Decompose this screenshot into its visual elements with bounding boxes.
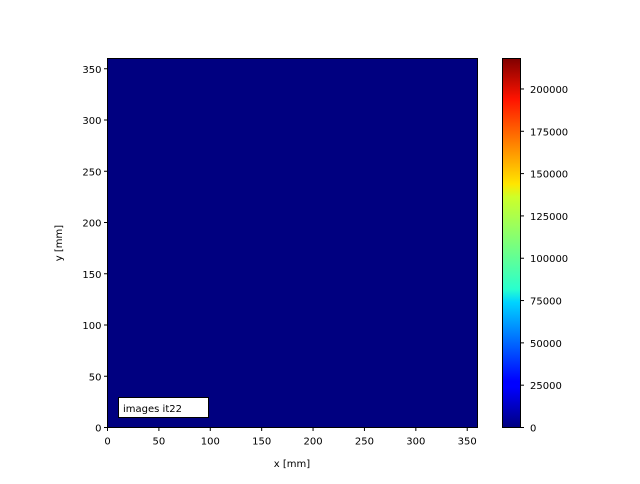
y-tick-label: 50 <box>89 372 102 383</box>
y-axis: 0 50 100 150 200 250 300 350 <box>82 65 108 435</box>
x-tick-label: 300 <box>406 437 425 448</box>
y-tick-label: 100 <box>82 321 101 332</box>
x-tick-label: 200 <box>304 437 323 448</box>
colorbar-tick-label: 200000 <box>530 85 568 96</box>
x-tick-label: 0 <box>104 437 110 448</box>
y-tick-label: 350 <box>82 65 101 76</box>
colorbar-tick-label: 150000 <box>530 170 568 181</box>
colorbar-tick-label: 75000 <box>530 297 562 308</box>
x-tick-label: 50 <box>153 437 166 448</box>
x-tick-label: 250 <box>355 437 374 448</box>
annotation-box: images it22 <box>118 397 209 418</box>
y-tick-label: 300 <box>82 116 101 127</box>
colorbar <box>502 58 521 428</box>
colorbar-tick-label: 25000 <box>530 381 562 392</box>
y-tick-label: 200 <box>82 219 101 230</box>
x-axis: 0 50 100 150 200 250 300 350 <box>104 427 477 448</box>
x-axis-label: x [mm] <box>274 459 310 470</box>
colorbar-tick-label: 125000 <box>530 212 568 223</box>
colorbar-tick-label: 50000 <box>530 339 562 350</box>
heatmap-cell <box>107 58 478 428</box>
y-tick-label: 250 <box>82 167 101 178</box>
x-tick-label: 100 <box>201 437 220 448</box>
y-axis-label: y [mm] <box>54 225 65 261</box>
colorbar-tick-label: 0 <box>530 424 536 435</box>
y-tick-label: 0 <box>95 424 101 435</box>
x-tick-label: 350 <box>458 437 477 448</box>
y-tick-label: 150 <box>82 270 101 281</box>
colorbar-axis: 0 25000 50000 75000 100000 125000 150000 175000… <box>520 85 568 435</box>
heatmap-area <box>107 58 478 428</box>
annotation-text: images it22 <box>123 404 182 415</box>
colorbar-tick-label: 100000 <box>530 254 568 265</box>
x-tick-label: 150 <box>252 437 271 448</box>
plot-frame <box>107 58 478 428</box>
colorbar-tick-label: 175000 <box>530 127 568 138</box>
